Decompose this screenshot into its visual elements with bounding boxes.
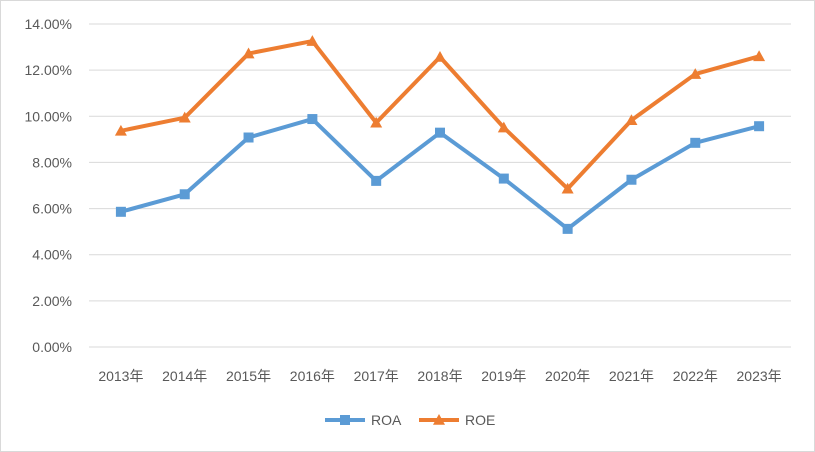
data-point-roe [497, 121, 510, 133]
y-tick-label: 12.00% [25, 62, 72, 78]
x-tick-label: 2017年 [354, 368, 399, 384]
legend-entry-roa: ROA [325, 412, 402, 428]
x-tick-label: 2013年 [98, 368, 143, 384]
y-tick-label: 0.00% [32, 339, 72, 355]
data-point-roa [562, 223, 573, 234]
data-point-roe [561, 182, 574, 194]
data-point-roe [625, 114, 638, 126]
gridlines [89, 23, 791, 348]
x-tick-label: 2020年 [545, 368, 590, 384]
legend: ROA ROE [325, 412, 495, 428]
data-point-roe [689, 68, 702, 79]
y-axis-tick-labels: 0.00% 2.00% 4.00% 6.00% 8.00% 10.00% 12.00% 14.… [25, 16, 72, 355]
data-point-roe [370, 116, 383, 128]
legend-marker [433, 414, 445, 425]
data-point-roe [306, 35, 319, 46]
x-tick-label: 2019年 [481, 368, 526, 384]
data-point-roe [242, 47, 255, 59]
y-tick-label: 14.00% [25, 16, 72, 32]
series-roa [115, 114, 765, 234]
data-point-roa [690, 137, 701, 148]
x-tick-label: 2016年 [290, 368, 335, 384]
data-point-roa [754, 121, 765, 132]
y-tick-label: 6.00% [32, 201, 72, 217]
data-point-roe [434, 50, 446, 62]
data-point-roa [115, 206, 126, 217]
y-tick-label: 2.00% [32, 293, 72, 309]
data-point-roe [178, 111, 191, 123]
legend-label: ROE [465, 412, 495, 428]
legend-label: ROA [371, 412, 402, 428]
data-point-roe [753, 50, 766, 62]
x-tick-label: 2023年 [737, 368, 782, 384]
data-point-roa [371, 175, 382, 186]
data-point-roa [498, 173, 509, 184]
data-point-roe [114, 124, 127, 136]
x-tick-label: 2021年 [609, 368, 654, 384]
data-point-roa [243, 132, 254, 143]
x-tick-label: 2022年 [673, 368, 718, 384]
y-tick-label: 10.00% [25, 108, 72, 124]
y-tick-label: 8.00% [32, 154, 72, 170]
x-axis-tick-labels: 2013年 2014年 2015年 2016年 2017年 2018年 2019年 2020年… [98, 368, 781, 384]
series-group [114, 35, 766, 234]
y-tick-label: 4.00% [32, 247, 72, 263]
x-tick-label: 2018年 [417, 368, 462, 384]
legend-marker [340, 415, 350, 425]
x-tick-label: 2014年 [162, 368, 207, 384]
legend-entry-roe: ROE [419, 412, 495, 428]
data-point-roa [435, 127, 445, 138]
data-point-roa [307, 114, 318, 125]
data-point-roa [626, 174, 637, 185]
x-tick-label: 2015年 [226, 368, 271, 384]
data-point-roa [179, 189, 190, 200]
series-roe [114, 35, 766, 194]
